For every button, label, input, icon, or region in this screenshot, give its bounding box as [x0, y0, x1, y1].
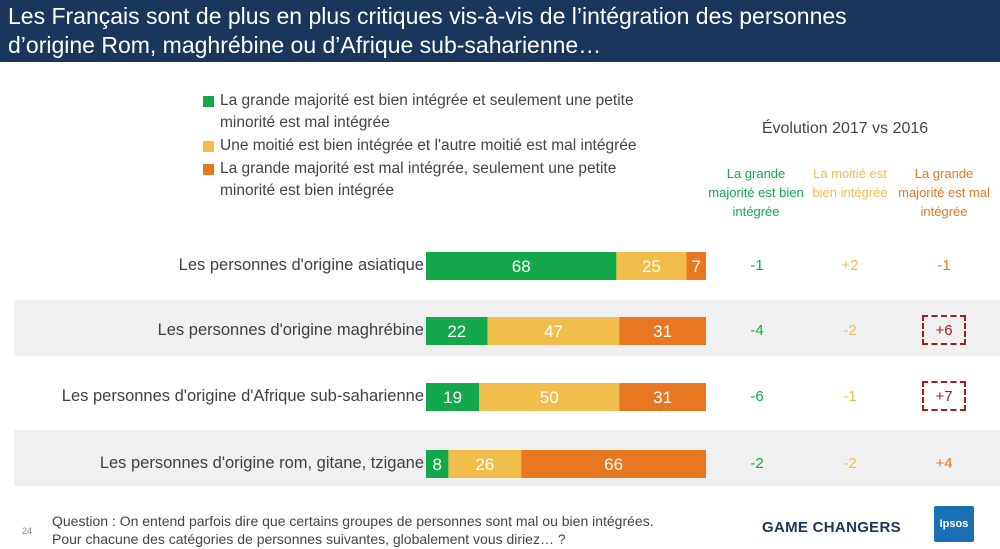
ipsos-logo: Ipsos	[934, 506, 974, 542]
row-label-maghrebine: Les personnes d'origine maghrébine	[157, 321, 424, 339]
bar-segment	[619, 383, 706, 411]
row-label-asiatique: Les personnes d'origine asiatique	[178, 256, 424, 274]
title-line-1: Les Français sont de plus en plus critiq…	[8, 3, 847, 29]
evolution-value: -6	[750, 388, 764, 405]
legend-item-good: La grande majorité est bien intégrée et …	[203, 90, 663, 134]
bar-value-label: 31	[653, 388, 672, 407]
evolution-value: +6	[935, 322, 953, 339]
legend-item-bad: La grande majorité est mal intégrée, seu…	[203, 158, 663, 202]
evolution-value: +4	[935, 455, 953, 472]
bar-segment	[426, 383, 480, 411]
legend-label-bad: La grande majorité est mal intégrée, seu…	[220, 160, 617, 199]
bar-segment	[619, 317, 706, 345]
evolution-value: -1	[937, 257, 951, 274]
bar-value-label: 50	[540, 388, 559, 407]
bar-segment	[487, 317, 620, 345]
evolution-value: -2	[843, 455, 857, 472]
title-band: Les Français sont de plus en plus critiq…	[0, 0, 1000, 62]
legend-swatch-good	[203, 96, 214, 107]
legend-item-half: Une moitié est bien intégrée et l'autre …	[203, 135, 663, 157]
bar-value-label: 66	[604, 455, 623, 474]
question-line-1: Question : On entend parfois dire que ce…	[52, 513, 654, 529]
legend-swatch-half	[203, 141, 214, 152]
evolution-value: -4	[750, 322, 764, 339]
bar-value-label: 25	[642, 257, 661, 276]
bar-value-label: 47	[544, 322, 563, 341]
evolution-value: +2	[841, 257, 859, 274]
brand-tagline: GAME CHANGERS	[762, 519, 901, 536]
bar-value-label: 31	[653, 322, 672, 341]
evolution-value: +7	[935, 388, 953, 405]
row-label-rom: Les personnes d'origine rom, gitane, tzi…	[99, 454, 424, 472]
bar-segment	[521, 450, 706, 478]
evolution-header-half: La moitié est bien intégrée	[812, 166, 888, 200]
legend-swatch-bad	[203, 164, 214, 175]
question-line-2: Pour chacune des catégories de personnes…	[52, 531, 566, 547]
evolution-title: Évolution 2017 vs 2016	[761, 120, 929, 137]
bar-value-label: 26	[475, 455, 494, 474]
bar-value-label: 22	[447, 322, 466, 341]
row-label-afrique: Les personnes d'origine d'Afrique sub-sa…	[61, 387, 424, 405]
bar-segment	[448, 450, 522, 478]
bar-value-label: 68	[512, 257, 531, 276]
page-number: 24	[22, 526, 33, 536]
question-note: Question : On entend parfois dire que ce…	[52, 512, 654, 548]
legend-label-good: La grande majorité est bien intégrée et …	[220, 92, 634, 131]
evolution-value: -2	[750, 455, 764, 472]
bar-value-label: 8	[432, 455, 441, 474]
highlight-box	[922, 315, 966, 345]
title-line-2: d’origine Rom, maghrébine ou d’Afrique s…	[8, 32, 602, 58]
bar-segment	[686, 252, 706, 280]
bar-segment	[426, 252, 617, 280]
evolution-header-good: La grande majorité est bien intégrée	[708, 166, 804, 219]
bar-value-label: 19	[443, 388, 462, 407]
evolution-header-bad: La grande majorité est mal intégrée	[898, 166, 990, 219]
evolution-value: -1	[843, 388, 857, 405]
bar-segment	[616, 252, 687, 280]
bar-value-label: 7	[691, 257, 700, 276]
highlight-box	[922, 381, 966, 411]
evolution-value: -1	[750, 257, 764, 274]
evolution-value: -2	[843, 322, 857, 339]
legend-label-half: Une moitié est bien intégrée et l'autre …	[220, 137, 637, 154]
bar-segment	[479, 383, 620, 411]
bar-segment	[426, 317, 488, 345]
legend: La grande majorité est bien intégrée et …	[203, 90, 663, 203]
bar-segment	[426, 450, 449, 478]
